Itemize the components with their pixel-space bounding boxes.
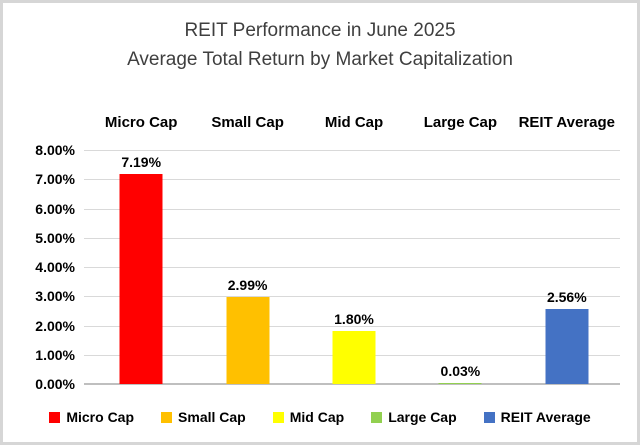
y-axis-tick-label: 3.00% — [35, 288, 75, 305]
bar-micro-cap — [119, 173, 163, 384]
x-axis-line — [84, 383, 620, 385]
grid-line — [84, 296, 620, 298]
legend-item-small-cap: Small Cap — [161, 409, 246, 425]
grid-line — [84, 267, 620, 268]
bar-mid-cap — [332, 331, 376, 384]
value-label-large-cap: 0.03% — [440, 363, 481, 380]
grid-line — [84, 150, 620, 151]
y-axis-tick-label: 5.00% — [35, 229, 75, 246]
grid-line — [84, 237, 620, 239]
y-axis-labels: 8.00% 7.00% 6.00% 5.00% 4.00% 3.00% 2.00% 1.00%… — [3, 142, 75, 392]
y-axis-tick-label: 7.00% — [35, 171, 75, 188]
legend-label-small-cap: Small Cap — [178, 409, 246, 425]
chart-legend: Micro Cap Small Cap Mid Cap Large Cap REIT A… — [3, 405, 637, 429]
legend-label-mid-cap: Mid Cap — [289, 409, 345, 425]
category-label-mid-cap: Mid Cap — [324, 114, 384, 131]
plot-area: 7.19% 2.99% 1.80% 0.03% 2.56% — [84, 150, 620, 385]
legend-item-reit-average: REIT Average — [483, 409, 591, 425]
legend-swatch-large-cap — [371, 411, 383, 423]
y-axis-tick-label: 4.00% — [35, 259, 75, 275]
value-label-micro-cap: 7.19% — [121, 153, 162, 170]
legend-item-micro-cap: Micro Cap — [49, 409, 134, 425]
bar-reit-average — [545, 309, 589, 384]
chart-title-line-2: Average Total Return by Market Capitaliz… — [127, 49, 513, 70]
legend-swatch-micro-cap — [49, 411, 61, 423]
category-axis-labels: Micro Cap Small Cap Mid Cap Large Cap REIT A… — [88, 114, 620, 140]
legend-swatch-small-cap — [161, 411, 173, 423]
legend-swatch-reit-average — [483, 411, 495, 423]
value-label-small-cap: 2.99% — [227, 276, 268, 293]
chart-title-line-1: REIT Performance in June 2025 — [184, 20, 456, 41]
category-label-large-cap: Large Cap — [423, 114, 498, 131]
y-axis-tick-label: 8.00% — [35, 142, 75, 158]
legend-item-large-cap: Large Cap — [371, 409, 457, 425]
legend-item-mid-cap: Mid Cap — [272, 409, 345, 425]
chart-title: REIT Performance in June 2025 Average To… — [3, 16, 637, 74]
y-axis-tick-label: 1.00% — [35, 346, 75, 363]
y-axis-tick-label: 0.00% — [35, 376, 75, 392]
legend-label-micro-cap: Micro Cap — [66, 409, 135, 425]
category-label-micro-cap: Micro Cap — [104, 114, 178, 131]
legend-label-reit-average: REIT Average — [500, 409, 591, 425]
y-axis-tick-label: 6.00% — [35, 200, 75, 217]
legend-label-large-cap: Large Cap — [388, 409, 457, 425]
grid-line — [84, 208, 620, 210]
category-label-reit-average: REIT Average — [518, 114, 616, 131]
grid-line — [84, 179, 620, 181]
grid-line — [84, 325, 620, 327]
legend-swatch-mid-cap — [272, 411, 284, 423]
y-axis-tick-label: 2.00% — [35, 317, 75, 334]
value-label-mid-cap: 1.80% — [334, 311, 374, 328]
value-label-reit-average: 2.56% — [546, 289, 587, 306]
bar-large-cap — [438, 383, 482, 384]
category-label-small-cap: Small Cap — [211, 114, 284, 131]
bar-small-cap — [226, 296, 270, 384]
